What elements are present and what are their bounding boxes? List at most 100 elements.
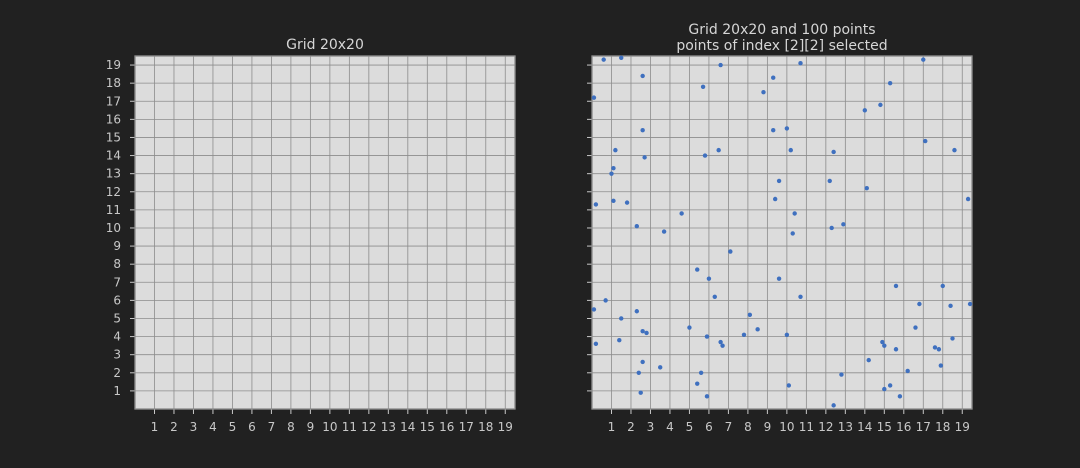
scatter-point <box>698 370 704 375</box>
scatter-point <box>761 90 766 95</box>
scatter-point <box>617 338 622 343</box>
y-tick-label: 4 <box>113 330 121 344</box>
x-tick-label: 10 <box>322 420 337 434</box>
scatter-point <box>790 231 795 236</box>
scatter-point <box>932 345 938 350</box>
scatter-point <box>638 390 643 395</box>
y-tick-label: 11 <box>106 203 121 217</box>
scatter-point <box>897 394 903 399</box>
plot-border <box>134 55 516 410</box>
scatter-point <box>784 332 790 337</box>
y-tick-label: 2 <box>113 366 121 380</box>
x-tick-label: 8 <box>287 420 295 434</box>
x-tick-label: 8 <box>744 420 752 434</box>
scatter-point <box>593 341 599 347</box>
scatter-point <box>776 178 782 184</box>
scatter-point <box>720 343 725 348</box>
scatter-point <box>950 336 955 341</box>
scatter-point <box>706 276 712 281</box>
x-tick-label: 19 <box>498 420 513 434</box>
scatter-point <box>700 84 706 89</box>
x-tick-label: 16 <box>896 420 911 434</box>
y-tick-label: 6 <box>113 293 121 307</box>
x-tick-label: 5 <box>686 420 694 434</box>
scatter-point <box>741 332 747 337</box>
scatter-point <box>882 386 887 392</box>
y-tick-label: 14 <box>106 149 121 163</box>
scatter-point <box>640 73 645 79</box>
scatter-point <box>948 303 953 309</box>
x-tick-label: 7 <box>268 420 276 434</box>
y-tick-label: 5 <box>113 311 121 325</box>
scatter-point <box>827 178 832 184</box>
scatter-point <box>839 372 844 377</box>
scatter-point <box>841 222 846 227</box>
x-tick-label: 7 <box>725 420 733 434</box>
x-tick-label: 3 <box>647 420 655 434</box>
x-tick-label: 16 <box>439 420 454 434</box>
scatter-point <box>609 171 614 176</box>
scatter-point <box>887 80 893 86</box>
scatter-point <box>952 147 957 153</box>
scatter-point <box>716 147 721 153</box>
y-tick-label: 19 <box>106 58 121 72</box>
scatter-point <box>893 347 899 352</box>
x-tick-label: 17 <box>916 420 931 434</box>
scatter-point <box>601 57 606 62</box>
y-tick-label: 9 <box>113 239 121 253</box>
plot-area <box>591 55 973 410</box>
scatter-point <box>784 126 790 131</box>
scatter-point <box>613 147 618 153</box>
x-tick-label: 9 <box>764 420 772 434</box>
scatter-point <box>718 339 723 345</box>
scatter-point <box>798 294 803 299</box>
y-tick-label: 18 <box>106 76 121 90</box>
scatter-point <box>747 312 753 318</box>
right-scatter-plot: Grid 20x20 and 100 points points of inde… <box>587 22 973 434</box>
scatter-point <box>591 95 597 100</box>
y-tick-label: 8 <box>113 257 121 271</box>
x-tick-label: 4 <box>209 420 217 434</box>
scatter-point <box>593 202 599 207</box>
scatter-point <box>695 381 700 386</box>
x-tick-label: 12 <box>361 420 376 434</box>
x-tick-label: 10 <box>779 420 794 434</box>
scatter-point <box>882 343 887 348</box>
scatter-point <box>636 370 641 375</box>
scatter-point <box>611 166 616 171</box>
scatter-point <box>772 196 778 202</box>
scatter-point <box>936 347 942 352</box>
scatter-point <box>880 339 885 345</box>
x-tick-label: 12 <box>818 420 833 434</box>
scatter-point <box>642 155 647 160</box>
scatter-point <box>792 211 797 216</box>
scatter-point <box>640 128 645 133</box>
scatter-point <box>661 229 667 234</box>
y-tick-label: 3 <box>113 348 121 362</box>
y-tick-label: 13 <box>106 167 121 181</box>
x-tick-label: 5 <box>229 420 237 434</box>
scatter-point <box>611 198 616 204</box>
x-tick-label: 19 <box>955 420 970 434</box>
scatter-point <box>893 283 899 289</box>
scatter-point <box>603 298 608 303</box>
x-tick-label: 6 <box>248 420 256 434</box>
scatter-point <box>921 57 926 62</box>
y-tick-label: 17 <box>106 94 121 108</box>
scatter-point <box>658 365 663 370</box>
scatter-point <box>704 334 710 339</box>
scatter-point <box>776 276 782 281</box>
x-tick-label: 11 <box>342 420 357 434</box>
scatter-point <box>771 128 776 133</box>
x-tick-label: 9 <box>307 420 315 434</box>
scatter-point <box>913 325 918 330</box>
y-tick-label: 15 <box>106 130 121 144</box>
scatter-point <box>923 138 928 144</box>
x-tick-label: 15 <box>420 420 435 434</box>
scatter-point <box>862 108 868 113</box>
left-plot-title: Grid 20x20 <box>286 37 364 53</box>
scatter-point <box>712 294 717 299</box>
x-tick-label: 4 <box>666 420 674 434</box>
scatter-point <box>829 225 834 231</box>
